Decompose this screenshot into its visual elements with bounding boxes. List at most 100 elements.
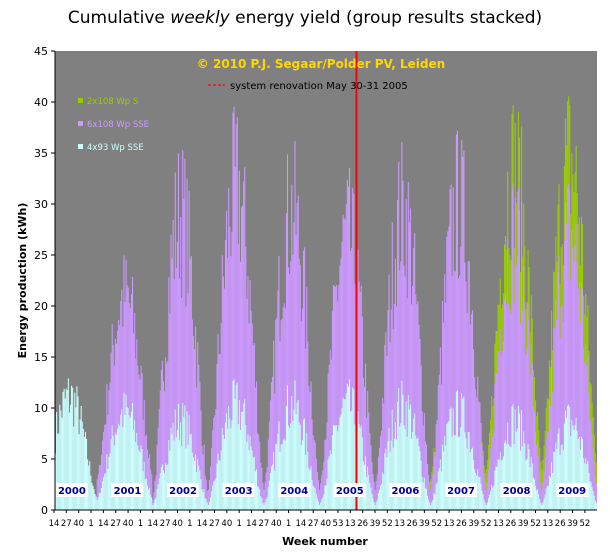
bar-4x93-sse bbox=[232, 380, 234, 510]
bar-6x108-sse bbox=[207, 489, 209, 505]
bar-6x108-sse bbox=[198, 364, 200, 466]
bar-4x93-sse bbox=[451, 436, 453, 510]
bar-4x93-sse bbox=[388, 428, 390, 510]
bar-4x93-sse bbox=[269, 473, 271, 510]
bar-6x108-sse bbox=[297, 195, 299, 400]
bar-4x93-sse bbox=[286, 385, 289, 510]
bar-4x93-sse bbox=[314, 488, 316, 510]
bar-4x93-sse bbox=[573, 430, 575, 510]
x-tick-label: 27 bbox=[110, 519, 121, 529]
bar-6x108-sse bbox=[567, 187, 569, 406]
bar-4x93-sse bbox=[390, 440, 392, 510]
bar-4x93-sse bbox=[448, 420, 450, 510]
bar-2x108-s bbox=[483, 465, 485, 473]
bar-6x108-sse bbox=[491, 428, 493, 485]
x-tick-label: 1 bbox=[187, 519, 192, 529]
bar-6x108-sse bbox=[587, 354, 589, 461]
bar-4x93-sse bbox=[381, 483, 383, 510]
bar-2x108-s bbox=[553, 271, 555, 328]
bar-6x108-sse bbox=[229, 226, 231, 419]
bar-4x93-sse bbox=[515, 431, 517, 510]
bar-6x108-sse bbox=[345, 203, 347, 394]
bar-4x93-sse bbox=[251, 450, 253, 510]
legend-swatch bbox=[78, 98, 83, 103]
bar-4x93-sse bbox=[485, 504, 487, 510]
bar-6x108-sse bbox=[337, 301, 339, 432]
bar-2x108-s bbox=[493, 398, 495, 431]
bar-6x108-sse bbox=[382, 398, 384, 473]
bar-6x108-sse bbox=[419, 338, 421, 452]
bar-4x93-sse bbox=[463, 396, 465, 510]
bar-4x93-sse bbox=[413, 418, 415, 510]
bar-6x108-sse bbox=[557, 272, 559, 434]
bar-2x108-s bbox=[487, 444, 490, 470]
bar-4x93-sse bbox=[233, 378, 235, 510]
bar-6x108-sse bbox=[211, 447, 213, 492]
bar-6x108-sse bbox=[367, 390, 369, 467]
bar-6x108-sse bbox=[573, 262, 575, 431]
bar-6x108-sse bbox=[374, 489, 376, 505]
bar-4x93-sse bbox=[434, 494, 436, 510]
bar-6x108-sse bbox=[301, 308, 304, 441]
bar-2x108-s bbox=[499, 278, 501, 329]
title-text-emphasis: weekly bbox=[170, 8, 230, 28]
bar-2x108-s bbox=[595, 462, 597, 485]
bar-6x108-sse bbox=[180, 216, 182, 423]
bar-6x108-sse bbox=[502, 341, 504, 457]
bar-6x108-sse bbox=[134, 312, 136, 421]
bar-4x93-sse bbox=[265, 498, 267, 510]
bar-6x108-sse bbox=[138, 374, 140, 450]
bar-4x93-sse bbox=[288, 425, 290, 510]
bar-6x108-sse bbox=[444, 274, 446, 437]
bar-6x108-sse bbox=[268, 421, 270, 481]
bar-4x93-sse bbox=[203, 488, 205, 510]
bar-4x93-sse bbox=[394, 422, 397, 510]
bar-2x108-s bbox=[540, 461, 542, 484]
bar-4x93-sse bbox=[494, 470, 496, 510]
bar-2x108-s bbox=[565, 145, 568, 224]
bar-4x93-sse bbox=[397, 401, 399, 510]
bar-6x108-sse bbox=[228, 188, 230, 406]
bar-6x108-sse bbox=[167, 361, 169, 465]
bar-6x108-sse bbox=[410, 304, 413, 439]
bar-2x108-s bbox=[491, 396, 493, 429]
bar-6x108-sse bbox=[562, 321, 564, 450]
bar-6x108-sse bbox=[314, 442, 316, 489]
bar-4x93-sse bbox=[542, 502, 544, 510]
bar-6x108-sse bbox=[554, 327, 556, 452]
bar-4x93-sse bbox=[352, 387, 354, 510]
bar-4x93-sse bbox=[337, 431, 339, 510]
bar-6x108-sse bbox=[456, 130, 459, 391]
bar-4x93-sse bbox=[342, 397, 344, 510]
bar-4x93-sse bbox=[578, 437, 580, 510]
bar-6x108-sse bbox=[192, 335, 194, 458]
bar-6x108-sse bbox=[533, 412, 535, 480]
bar-4x93-sse bbox=[182, 402, 184, 510]
bar-4x93-sse bbox=[115, 434, 118, 510]
bar-6x108-sse bbox=[272, 376, 274, 465]
bar-6x108-sse bbox=[544, 458, 546, 495]
x-tick-label: 40 bbox=[271, 519, 282, 529]
bar-4x93-sse bbox=[306, 432, 308, 510]
bar-6x108-sse bbox=[276, 317, 278, 444]
bar-4x93-sse bbox=[278, 421, 280, 510]
bar-2x108-s bbox=[506, 249, 508, 305]
bar-6x108-sse bbox=[490, 447, 492, 492]
bar-6x108-sse bbox=[496, 373, 498, 467]
bar-4x93-sse bbox=[179, 440, 181, 510]
bar-6x108-sse bbox=[113, 365, 115, 446]
bar-6x108-sse bbox=[478, 401, 480, 477]
bar-6x108-sse bbox=[316, 472, 318, 499]
bar-2x108-s bbox=[575, 145, 577, 225]
bar-4x93-sse bbox=[162, 470, 165, 510]
bar-2x108-s bbox=[574, 172, 576, 247]
bar-4x93-sse bbox=[409, 404, 411, 510]
bar-6x108-sse bbox=[275, 319, 277, 445]
bar-4x93-sse bbox=[311, 479, 313, 510]
bar-6x108-sse bbox=[441, 300, 444, 445]
bar-4x93-sse bbox=[478, 476, 480, 510]
bar-6x108-sse bbox=[384, 344, 386, 454]
bar-4x93-sse bbox=[268, 480, 270, 510]
bar-4x93-sse bbox=[369, 482, 371, 510]
bar-6x108-sse bbox=[170, 234, 172, 428]
